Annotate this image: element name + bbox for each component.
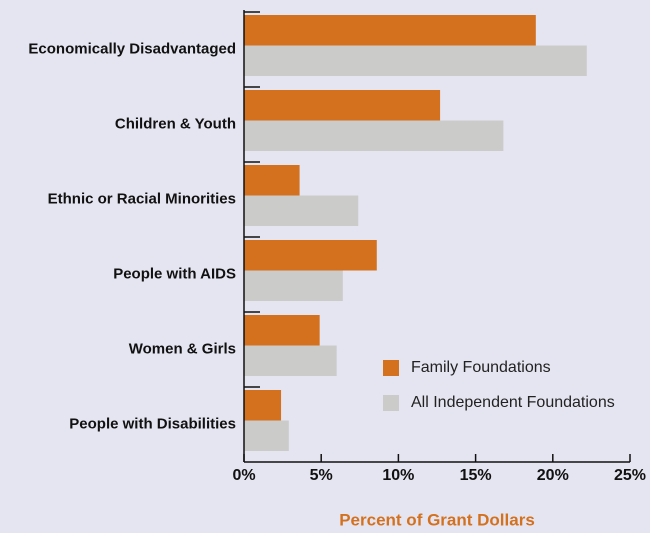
x-tick-label: 20% xyxy=(537,467,569,484)
bar xyxy=(244,345,337,376)
x-axis-title: Percent of Grant Dollars xyxy=(339,510,535,529)
bar xyxy=(244,195,359,226)
category-label: Children & Youth xyxy=(115,115,236,132)
bar xyxy=(244,45,587,76)
bar xyxy=(244,15,536,46)
x-tick-label: 10% xyxy=(382,467,414,484)
bar xyxy=(244,240,377,271)
bar xyxy=(244,165,300,196)
category-label: People with AIDS xyxy=(113,265,236,282)
legend-label: All Independent Foundations xyxy=(411,394,615,411)
bar xyxy=(244,420,289,451)
category-label: People with Disabilities xyxy=(69,415,236,432)
x-tick-label: 25% xyxy=(614,467,646,484)
bar xyxy=(244,120,504,151)
x-tick-label: 15% xyxy=(460,467,492,484)
bar xyxy=(244,270,343,301)
x-tick-label: 5% xyxy=(310,467,333,484)
legend-label: Family Foundations xyxy=(411,359,551,376)
legend-swatch xyxy=(383,360,399,376)
category-label: Economically Disadvantaged xyxy=(28,40,236,57)
bar xyxy=(244,90,441,121)
category-label: Women & Girls xyxy=(129,340,236,357)
category-label: Ethnic or Racial Minorities xyxy=(48,190,236,207)
legend-swatch xyxy=(383,395,399,411)
bar xyxy=(244,390,282,421)
bar xyxy=(244,315,320,346)
x-tick-label: 0% xyxy=(232,467,255,484)
